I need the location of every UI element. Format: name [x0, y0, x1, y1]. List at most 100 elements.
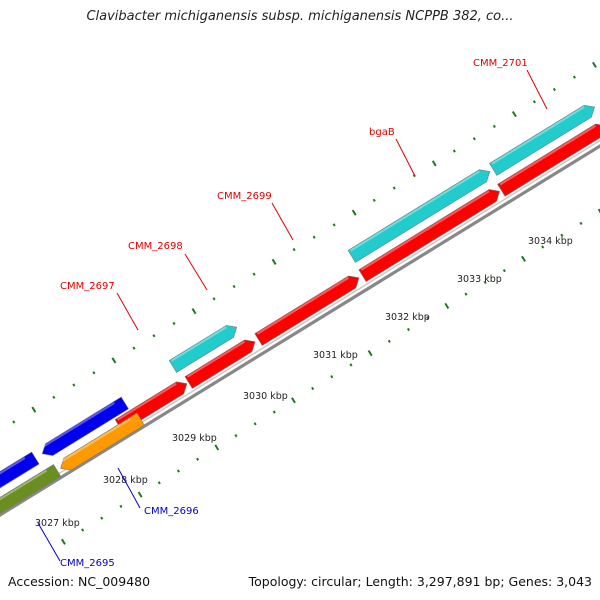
minor-tick: [234, 434, 238, 438]
gene-arrow-cmm-2699: [254, 275, 360, 346]
gene-highlight: [0, 469, 48, 501]
gene-arrow-cyan-1: [168, 325, 238, 373]
major-tick: [592, 61, 597, 68]
minor-tick: [12, 420, 16, 424]
gene-highlight: [117, 382, 177, 421]
gene-label-cmm-2699: CMM_2699: [217, 191, 272, 202]
major-tick: [597, 208, 600, 214]
major-tick: [271, 258, 277, 265]
backbone-line: [0, 144, 600, 517]
inner-tick-rail: [61, 208, 600, 545]
scale-label: 3032 kbp: [385, 312, 430, 323]
label-leader-line: [116, 292, 139, 331]
minor-tick: [196, 457, 200, 461]
gene-highlight: [491, 106, 585, 165]
gene-highlight: [499, 124, 597, 186]
gene-arrow-cmm-2695: [41, 396, 129, 456]
major-tick: [444, 302, 450, 310]
gene-label-bgab: bgaB: [369, 127, 395, 138]
map-title: Clavibacter michiganensis subsp. michiga…: [86, 9, 514, 24]
gene-label-cmm-2697: CMM_2697: [60, 281, 115, 292]
minor-tick: [232, 284, 236, 289]
minor-tick: [541, 245, 545, 249]
gene-arrow-cmm-2698: [184, 339, 256, 389]
major-tick: [111, 357, 117, 364]
gene-highlight: [186, 340, 246, 378]
minor-tick: [426, 316, 430, 320]
minor-tick: [387, 339, 391, 343]
scale-label: 3031 kbp: [313, 350, 358, 361]
label-leader-line: [37, 522, 61, 562]
minor-tick: [452, 149, 456, 153]
major-tick: [511, 111, 517, 118]
minor-tick: [572, 75, 576, 79]
minor-tick: [332, 223, 336, 227]
gene-highlight: [0, 457, 26, 475]
minor-tick: [72, 383, 76, 387]
major-tick: [191, 308, 197, 315]
gene-label-cmm-2695: CMM_2695: [60, 558, 115, 569]
gene-arrow-olive: [0, 464, 62, 515]
minor-tick: [100, 516, 104, 520]
minor-tick: [172, 321, 176, 326]
minor-tick: [292, 247, 296, 252]
scale-label: 3034 kbp: [528, 236, 573, 247]
gene-arrow-bgab: [358, 189, 500, 283]
minor-tick: [92, 371, 96, 375]
gene-arrow-cyan-3: [489, 104, 595, 176]
major-tick: [367, 350, 373, 357]
minor-tick: [579, 221, 583, 226]
scale-label: 3027 kbp: [35, 518, 80, 529]
minor-tick: [502, 268, 506, 273]
label-leader-line: [184, 253, 208, 291]
scale-label: 3029 kbp: [172, 433, 217, 444]
gene-arrow-blue-1: [0, 451, 40, 489]
major-tick: [431, 160, 437, 167]
minor-tick: [330, 375, 334, 379]
minor-tick: [252, 272, 256, 276]
major-tick: [291, 397, 296, 404]
major-tick: [351, 209, 357, 216]
gene-label-cmm-2701: CMM_2701: [473, 58, 528, 69]
minor-tick: [312, 235, 316, 239]
minor-tick: [157, 481, 161, 485]
major-tick: [521, 255, 526, 262]
minor-tick: [483, 280, 487, 285]
scale-label: 3033 kbp: [457, 274, 502, 285]
minor-tick: [176, 469, 180, 473]
label-leader-line: [526, 69, 548, 110]
minor-tick: [392, 186, 396, 190]
gene-highlight: [58, 418, 131, 464]
scale-label: 3030 kbp: [243, 391, 288, 402]
gene-highlight: [360, 190, 490, 271]
minor-tick: [349, 363, 353, 367]
minor-tick: [119, 504, 123, 509]
major-tick: [214, 444, 220, 451]
minor-tick: [492, 124, 496, 129]
minor-tick: [212, 297, 216, 301]
minor-tick: [152, 334, 156, 338]
major-tick: [137, 491, 143, 498]
label-leader-line: [117, 467, 141, 509]
gene-highlight: [171, 326, 227, 362]
minor-tick: [311, 386, 315, 391]
label-leader-line: [271, 202, 294, 241]
minor-tick: [52, 395, 56, 399]
gene-highlight: [256, 276, 349, 335]
gene-highlight: [40, 402, 115, 449]
genome-summary-text: Topology: circular; Length: 3,297,891 bp…: [248, 574, 592, 589]
gene-arrow-cmm-2696: [60, 412, 145, 471]
gene-label-cmm-2698: CMM_2698: [128, 241, 183, 252]
minor-tick: [406, 327, 411, 332]
minor-tick: [372, 198, 376, 202]
accession-text: Accession: NC_009480: [8, 574, 151, 589]
gene-arrow-cmm-2701: [497, 123, 600, 197]
outer-tick-rail: [12, 61, 597, 424]
label-leader-line: [395, 138, 416, 177]
minor-tick: [560, 233, 564, 237]
minor-tick: [464, 292, 468, 296]
gene-arrow-cyan-2: [347, 169, 491, 263]
major-tick: [61, 538, 66, 545]
minor-tick: [552, 87, 556, 92]
minor-tick: [472, 137, 476, 141]
